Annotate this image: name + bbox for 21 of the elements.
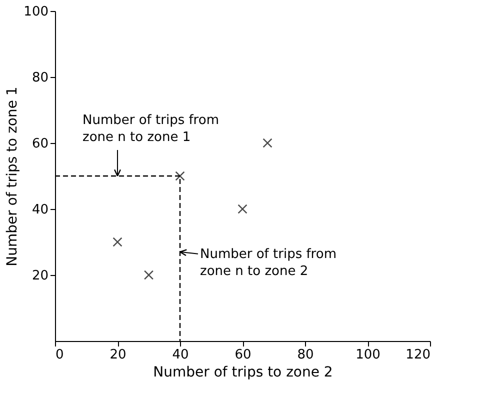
- x-tick-label: 100: [356, 348, 380, 362]
- x-tick-label: 60: [234, 348, 252, 362]
- x-tick-label: 120: [406, 348, 430, 362]
- annotation: Number of trips from zone n to zone 1: [82, 113, 219, 145]
- y-tick-label: 100: [24, 4, 48, 20]
- y-tick-label: 20: [32, 268, 48, 284]
- y-tick-label: 80: [32, 70, 48, 86]
- point: [144, 270, 154, 280]
- x-tick-label: 80: [297, 348, 314, 362]
- annotation: Number of trips from zone n to zone 2: [200, 246, 336, 279]
- y-axis-title: Number of trips to zone 1: [4, 86, 21, 266]
- point: [238, 204, 248, 214]
- x-axis-title: Number of trips to zone 2: [153, 364, 333, 380]
- point: [262, 138, 272, 148]
- x-tick-label: 20: [110, 348, 126, 362]
- x-tick-label: 0: [56, 348, 64, 362]
- point: [175, 171, 185, 181]
- y-tick-label: 40: [32, 202, 48, 218]
- point: [112, 237, 122, 247]
- y-tick-label: 60: [32, 136, 48, 152]
- x-tick-label: 40: [172, 348, 189, 362]
